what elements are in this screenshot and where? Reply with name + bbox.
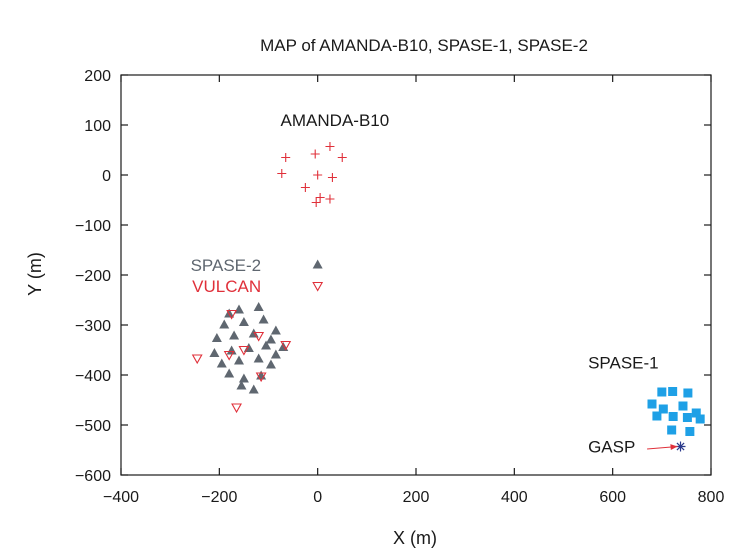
spase-2-point — [248, 384, 259, 394]
spase-1-point — [657, 387, 667, 397]
x-tick-label: −400 — [103, 489, 139, 506]
amanda-b10-point — [281, 153, 291, 162]
spase-2-point — [270, 349, 281, 359]
y-tick-label: −600 — [75, 468, 111, 485]
gasp-point — [675, 441, 686, 452]
vulcan-point — [191, 354, 203, 365]
amanda-b10-point — [311, 198, 321, 207]
spase-1-point — [667, 425, 677, 435]
spase-2-point — [253, 302, 264, 311]
gasp-arrow-head — [670, 444, 678, 451]
spase-2-label: SPASE-2 — [191, 256, 262, 275]
vulcan-point — [312, 281, 324, 292]
amanda-b10-point — [327, 173, 337, 182]
spase-2-point — [238, 373, 249, 383]
y-tick-label: −500 — [75, 418, 111, 435]
gasp-label: GASP — [588, 438, 635, 457]
y-axis-title: Y (m) — [25, 252, 45, 296]
spase-2-point — [243, 343, 254, 352]
data-marks — [191, 142, 705, 452]
spase-2-point — [265, 359, 276, 369]
vulcan-point — [253, 331, 265, 342]
spase-2-point — [258, 314, 269, 324]
y-tick-label: −300 — [75, 318, 111, 335]
spase-1-point — [691, 408, 701, 418]
amanda-b10-point — [300, 183, 310, 192]
spase-1-point — [647, 399, 657, 409]
spase-1-point — [682, 413, 692, 422]
amanda-b10-point — [337, 153, 347, 162]
spase-2-point — [270, 325, 281, 335]
amanda-b10-point — [325, 142, 335, 151]
x-tick-label: 0 — [313, 489, 322, 506]
spase-2-point — [211, 333, 222, 342]
chart-title: MAP of AMANDA-B10, SPASE-1, SPASE-2 — [260, 36, 588, 55]
spase-2-point — [265, 334, 276, 344]
y-tick-label: −400 — [75, 368, 111, 385]
spase-2-point — [224, 308, 235, 318]
amanda-b10-label: AMANDA-B10 — [281, 111, 390, 130]
y-tick-label: 200 — [84, 68, 111, 85]
annotations: AMANDA-B10 SPASE-2 VULCAN SPASE-1 GASP — [191, 111, 678, 457]
amanda-b10-point — [310, 149, 320, 159]
spase-1-point — [652, 411, 662, 421]
y-tick-label: 100 — [84, 118, 111, 135]
amanda-b10-point — [277, 169, 287, 178]
spase-1-point — [668, 412, 678, 421]
vulcan-label: VULCAN — [192, 277, 261, 296]
spase-1-label: SPASE-1 — [588, 354, 659, 373]
spase-2-point — [278, 342, 289, 351]
vulcan-point — [231, 403, 242, 414]
y-tick-label: −200 — [75, 268, 111, 285]
spase-2-point — [234, 304, 244, 314]
vulcan-point — [223, 350, 235, 361]
spase-2-point — [209, 348, 220, 357]
vulcan-point — [280, 340, 292, 351]
spase-2-point — [226, 345, 237, 355]
amanda-b10-point — [325, 194, 335, 204]
spase-1-point — [683, 388, 693, 398]
spase-2-point — [253, 353, 264, 363]
x-axis: −400 −200 0 200 400 600 800 — [103, 75, 724, 506]
x-tick-label: 400 — [501, 489, 528, 506]
plot-area — [120, 74, 712, 476]
x-tick-label: 600 — [599, 489, 626, 506]
x-tick-label: 800 — [698, 489, 725, 506]
spase-1-point — [658, 404, 668, 414]
plot-frame — [120, 74, 712, 476]
spase-1-point — [678, 401, 688, 411]
spase-2-point — [224, 368, 235, 378]
y-axis: −600 −500 −400 −300 −200 −100 0 100 200 — [75, 68, 711, 485]
spase-1-point — [668, 387, 678, 396]
y-tick-label: 0 — [102, 168, 111, 185]
amanda-b10-point — [315, 193, 325, 202]
vulcan-point — [238, 345, 250, 356]
spase-2-point — [234, 355, 244, 365]
spase-2-point — [219, 319, 230, 329]
spase-1-point — [695, 414, 705, 424]
spase-2-point — [238, 317, 249, 326]
spase-2-point — [229, 330, 240, 340]
y-tick-label: −100 — [75, 218, 111, 235]
x-tick-label: 200 — [403, 489, 430, 506]
x-tick-label: −200 — [201, 489, 237, 506]
vulcan-point — [226, 309, 238, 320]
spase-2-point — [312, 259, 323, 269]
spase-1-point — [685, 427, 695, 436]
spase-2-point — [261, 340, 272, 350]
vulcan-point — [255, 372, 267, 383]
spase-2-point — [216, 358, 227, 368]
x-axis-title: X (m) — [393, 528, 437, 548]
spase-2-point — [236, 380, 247, 390]
amanda-b10-point — [313, 170, 323, 180]
